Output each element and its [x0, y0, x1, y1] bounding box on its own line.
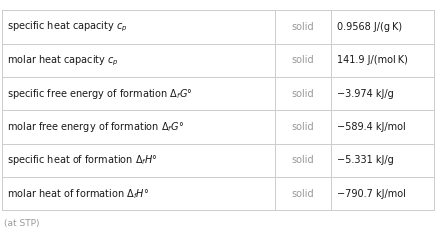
Text: 0.9568 J/(g K): 0.9568 J/(g K) [337, 22, 402, 32]
Text: −790.7 kJ/mol: −790.7 kJ/mol [337, 189, 405, 199]
Text: specific heat of formation $\Delta_f H°$: specific heat of formation $\Delta_f H°$ [7, 153, 158, 168]
Text: solid: solid [292, 22, 314, 32]
Text: molar free energy of formation $\Delta_f G°$: molar free energy of formation $\Delta_f… [7, 120, 184, 134]
Text: −3.974 kJ/g: −3.974 kJ/g [337, 89, 393, 99]
Text: solid: solid [292, 155, 314, 165]
Text: −589.4 kJ/mol: −589.4 kJ/mol [337, 122, 405, 132]
Text: (at STP): (at STP) [4, 219, 40, 228]
Text: solid: solid [292, 89, 314, 99]
Text: molar heat capacity $c_p$: molar heat capacity $c_p$ [7, 53, 119, 68]
Text: specific free energy of formation $\Delta_f G°$: specific free energy of formation $\Delt… [7, 87, 193, 101]
Text: molar heat of formation $\Delta_f H°$: molar heat of formation $\Delta_f H°$ [7, 187, 150, 201]
Text: specific heat capacity $c_p$: specific heat capacity $c_p$ [7, 20, 128, 34]
Text: solid: solid [292, 55, 314, 65]
Text: solid: solid [292, 189, 314, 199]
Text: 141.9 J/(mol K): 141.9 J/(mol K) [337, 55, 408, 65]
Text: −5.331 kJ/g: −5.331 kJ/g [337, 155, 393, 165]
Text: solid: solid [292, 122, 314, 132]
